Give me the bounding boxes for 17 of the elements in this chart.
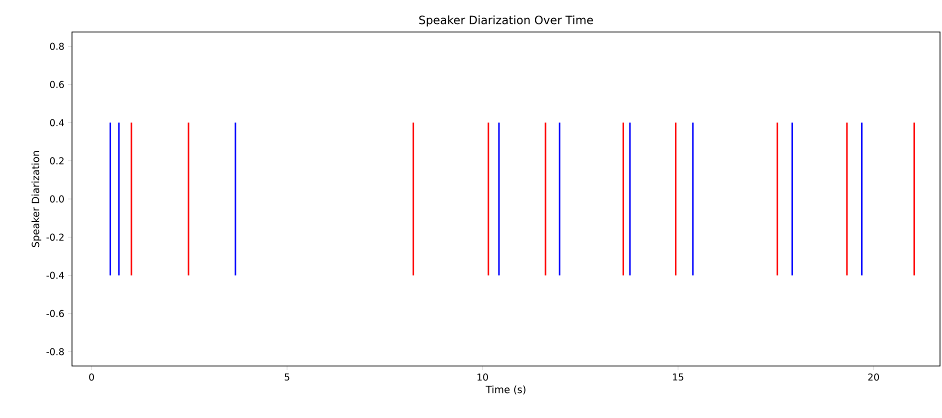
y-tick-label: -0.6 — [46, 310, 64, 318]
y-tick-label: 0.6 — [50, 80, 64, 88]
y-tick-label: 0.0 — [50, 195, 64, 203]
x-tick-label: 0 — [89, 374, 94, 381]
y-tick-label: 0.4 — [50, 119, 64, 126]
x-axis-title: Time (s) — [486, 386, 526, 394]
y-tick-label: 0.8 — [50, 42, 64, 50]
y-tick-label: -0.4 — [46, 272, 64, 279]
y-tick-label: -0.8 — [46, 348, 64, 356]
y-tick-label: -0.2 — [46, 234, 64, 241]
y-axis-title: Speaker Diarization — [32, 151, 42, 248]
chart-title: Speaker Diarization Over Time — [419, 15, 593, 26]
x-tick-label: 5 — [284, 374, 290, 381]
x-tick-label: 20 — [868, 374, 879, 381]
y-tick-label: 0.2 — [50, 157, 64, 164]
x-tick-label: 15 — [673, 374, 684, 381]
x-tick-label: 10 — [478, 374, 488, 381]
